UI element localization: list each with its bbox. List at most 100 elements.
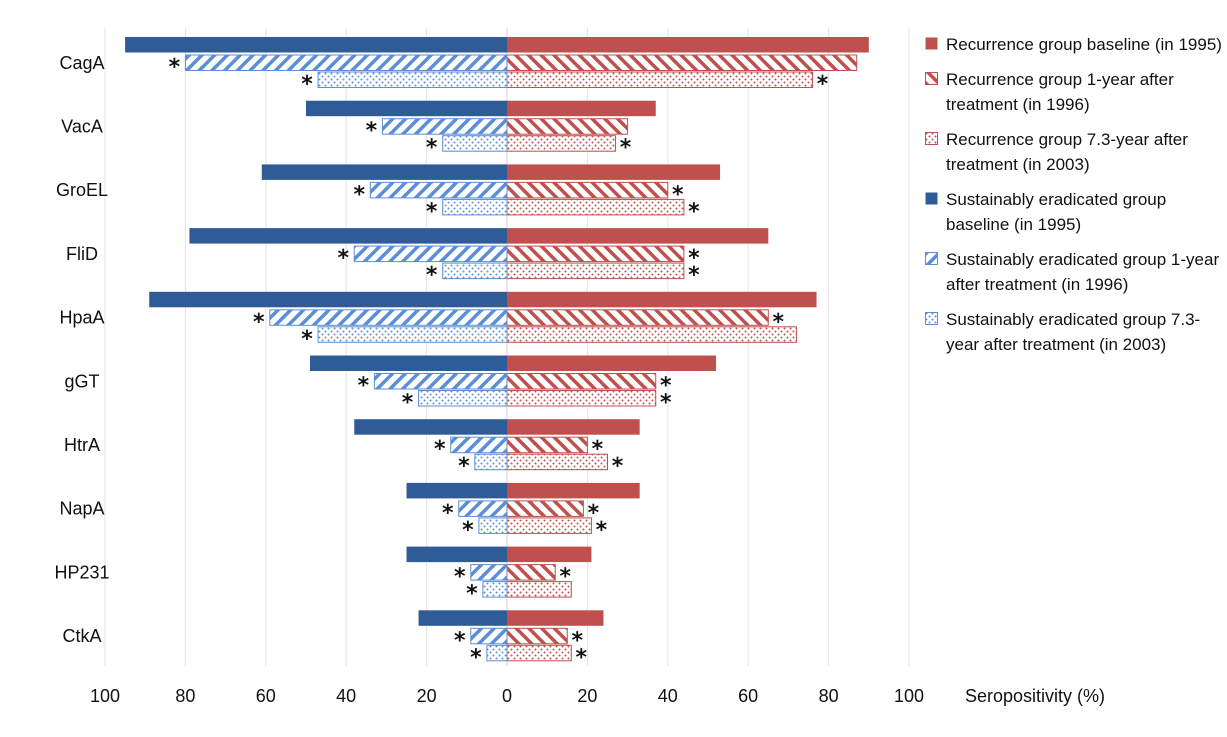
x-axis-label: Seropositivity (%) (965, 686, 1105, 706)
bar-right-dots (506, 135, 617, 152)
bar-left-hatch (470, 564, 508, 581)
legend-swatch (925, 37, 938, 50)
bar-right-dots (506, 390, 657, 407)
bar-left-hatch (450, 436, 508, 454)
bar-left-dots (442, 262, 508, 280)
bar-right-solid (507, 291, 817, 308)
bar-right-hatch (506, 245, 685, 263)
bar-left-dots (418, 390, 508, 407)
significance-star: * (672, 182, 684, 207)
bar-right-hatch (506, 627, 568, 645)
x-tick-label: 60 (256, 686, 276, 706)
legend-label: Recurrence group 1-year after treatment … (946, 70, 1174, 114)
significance-star: * (596, 518, 608, 543)
bar-left-solid (406, 482, 507, 499)
legend-item: Sustainably eradicated group 1-year afte… (925, 247, 1225, 297)
significance-star: * (366, 119, 378, 144)
legend-swatch (925, 252, 938, 265)
significance-star: * (337, 246, 349, 271)
bar-right-hatch (506, 564, 556, 581)
significance-star: * (462, 518, 474, 543)
significance-star: * (301, 72, 313, 97)
category-label: NapA (59, 499, 104, 519)
bar-left-solid (125, 37, 507, 53)
legend-label: Recurrence group baseline (in 1995) (946, 35, 1222, 54)
legend-item: Recurrence group 7.3-year after treatmen… (925, 127, 1225, 177)
significance-star: * (592, 437, 604, 462)
bar-left-solid (406, 546, 507, 563)
category-label: VacA (61, 116, 103, 136)
bar-right-dots (506, 644, 572, 662)
significance-star: * (358, 374, 370, 399)
significance-star: * (434, 437, 446, 462)
bar-left-hatch (373, 373, 508, 390)
legend-item: Sustainably eradicated group 7.3-year af… (925, 307, 1225, 357)
bar-left-hatch (184, 54, 508, 71)
significance-star: * (620, 136, 632, 161)
x-tick-label: 40 (336, 686, 356, 706)
legend-item: Sustainably eradicated group baseline (i… (925, 187, 1225, 237)
significance-star: * (660, 391, 672, 416)
significance-star: * (576, 645, 588, 670)
x-tick-label: 20 (417, 686, 437, 706)
legend-swatch (925, 312, 938, 325)
bar-left-dots (317, 71, 508, 88)
bar-right-hatch (506, 54, 858, 71)
legend-item: Recurrence group baseline (in 1995) (925, 32, 1225, 57)
x-tick-label: 60 (738, 686, 758, 706)
significance-star: * (426, 199, 438, 224)
bar-right-hatch (506, 118, 629, 135)
category-label: GroEL (56, 180, 108, 200)
bar-right-dots (506, 262, 685, 280)
significance-star: * (688, 246, 700, 271)
bar-left-solid (306, 100, 507, 117)
significance-star: * (660, 374, 672, 399)
bar-left-dots (474, 453, 508, 471)
significance-star: * (612, 454, 624, 479)
bar-left-hatch (369, 181, 508, 199)
bar-right-solid (507, 37, 869, 53)
category-label: HP231 (54, 562, 109, 582)
significance-star: * (688, 199, 700, 224)
bar-left-solid (418, 610, 507, 626)
legend-label: Recurrence group 7.3-year after treatmen… (946, 130, 1188, 174)
bar-right-solid (507, 546, 592, 563)
significance-star: * (458, 454, 470, 479)
bar-right-solid (507, 419, 640, 435)
significance-star: * (466, 582, 478, 607)
significance-star: * (253, 310, 265, 335)
significance-star: * (588, 501, 600, 526)
bar-left-dots (486, 644, 508, 662)
bar-right-solid (507, 610, 604, 626)
significance-star: * (354, 182, 366, 207)
bar-left-dots (442, 198, 508, 216)
significance-star: * (817, 72, 829, 97)
legend: Recurrence group baseline (in 1995) Recu… (925, 32, 1225, 367)
significance-markers: ************************************ (169, 55, 829, 670)
significance-star: * (559, 565, 571, 590)
category-label: FliD (66, 244, 98, 264)
significance-star: * (454, 628, 466, 653)
category-labels: CagA VacA GroEL FliD HpaA gGT HtrA NapA HP231 Ctk… (54, 53, 109, 646)
significance-star: * (688, 263, 700, 288)
significance-star: * (402, 391, 414, 416)
legend-label: Sustainably eradicated group 7.3-year af… (946, 310, 1201, 354)
bar-right-hatch (506, 309, 769, 326)
category-label: HpaA (59, 308, 104, 328)
x-tick-label: 20 (577, 686, 597, 706)
significance-star: * (470, 645, 482, 670)
x-tick-label: 80 (819, 686, 839, 706)
bars (125, 37, 869, 662)
significance-star: * (426, 263, 438, 288)
legend-label: Sustainably eradicated group 1-year afte… (946, 250, 1220, 294)
bar-right-solid (507, 100, 656, 117)
x-tick-label: 0 (502, 686, 512, 706)
bar-right-solid (507, 228, 769, 244)
bar-left-hatch (458, 500, 508, 517)
bar-left-hatch (269, 309, 508, 326)
bar-right-hatch (506, 181, 669, 199)
x-tick-label: 80 (175, 686, 195, 706)
bar-left-hatch (353, 245, 508, 263)
bar-right-hatch (506, 373, 657, 390)
